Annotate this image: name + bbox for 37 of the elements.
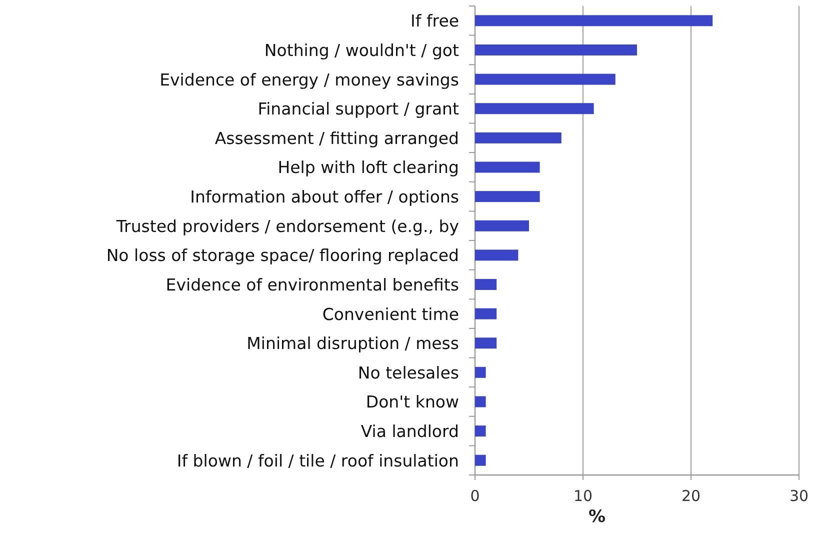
y-tick-label: If free	[410, 12, 459, 31]
bar	[475, 44, 637, 56]
y-tick-label: Minimal disruption / mess	[246, 334, 459, 354]
bar	[475, 162, 540, 173]
x-tick-label: 0	[470, 487, 480, 505]
bar	[475, 426, 486, 437]
y-tick-label: No telesales	[358, 363, 459, 382]
y-tick-label: No loss of storage space/ flooring replaced	[106, 246, 459, 266]
x-axis-title: %	[588, 507, 606, 527]
y-tick-label: Nothing / wouldn't / got	[264, 40, 460, 60]
x-tick-label: 20	[681, 487, 701, 505]
bar	[475, 454, 486, 466]
x-tick-label: 30	[789, 487, 809, 505]
y-tick-label: Information about offer / options	[190, 188, 459, 207]
y-tick-label: Via landlord	[360, 422, 459, 442]
bar	[475, 132, 562, 144]
y-tick-label: Don't know	[366, 392, 459, 412]
y-tick-label: Financial support / grant	[258, 100, 460, 119]
bar	[475, 396, 486, 408]
bar	[475, 338, 497, 349]
bar	[475, 250, 518, 261]
y-tick-label: Help with loft clearing	[278, 158, 459, 178]
bar	[475, 308, 497, 320]
x-tick-label: 10	[573, 487, 593, 505]
y-tick-label: Evidence of energy / money savings	[160, 70, 459, 90]
y-tick-label: Assessment / fitting arranged	[214, 128, 459, 148]
y-tick-label: Trusted providers / endorsement (e.g., by	[115, 216, 460, 236]
bar	[475, 103, 594, 114]
bar	[475, 15, 713, 26]
bar	[475, 278, 497, 290]
bar	[475, 191, 540, 202]
bar	[475, 74, 616, 85]
bar	[475, 220, 529, 232]
y-tick-label: Evidence of environmental benefits	[166, 275, 459, 294]
y-tick-label: If blown / foil / tile / roof insulation	[176, 451, 459, 470]
bar	[475, 366, 486, 378]
y-tick-label: Convenient time	[322, 304, 459, 324]
